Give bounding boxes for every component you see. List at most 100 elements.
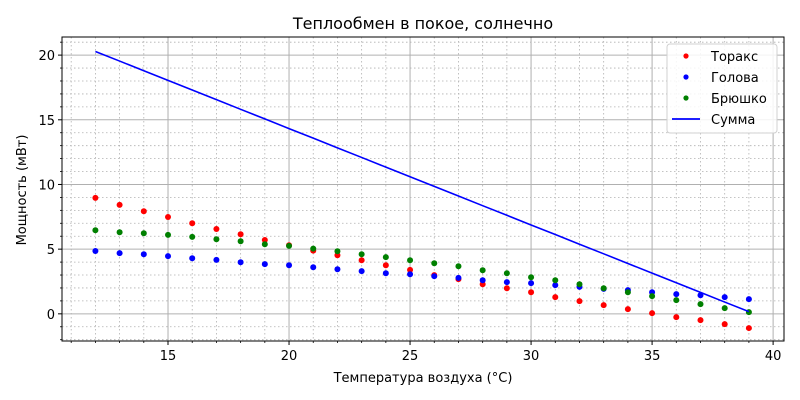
- data-point: [479, 277, 486, 284]
- y-tick-label: 5: [47, 243, 55, 258]
- data-point: [600, 285, 607, 292]
- data-point: [624, 306, 631, 313]
- y-axis-label: Мощность (мВт): [15, 135, 30, 246]
- data-point: [140, 230, 147, 237]
- data-point: [673, 291, 680, 298]
- data-point: [189, 255, 196, 262]
- data-point: [479, 267, 486, 274]
- x-tick-label: 15: [160, 349, 177, 364]
- data-point: [673, 314, 680, 321]
- data-point: [649, 310, 656, 317]
- data-point: [261, 236, 268, 243]
- data-point: [92, 194, 99, 201]
- data-point: [358, 268, 365, 275]
- data-point: [528, 289, 535, 296]
- chart-title: Теплообмен в покое, солнечно: [292, 14, 553, 33]
- data-point: [189, 233, 196, 240]
- x-tick-label: 30: [523, 349, 540, 364]
- data-point: [334, 266, 341, 273]
- data-point: [745, 296, 752, 303]
- data-point: [503, 270, 510, 277]
- data-point: [286, 262, 293, 269]
- data-point: [140, 208, 147, 215]
- data-point: [165, 253, 172, 260]
- data-point: [407, 271, 414, 278]
- legend-label: Голова: [711, 71, 759, 86]
- data-point: [382, 254, 389, 261]
- data-point: [407, 266, 414, 273]
- data-point: [407, 257, 414, 264]
- data-point: [552, 282, 559, 289]
- data-point: [600, 302, 607, 309]
- legend-label: Сумма: [711, 113, 755, 128]
- data-point: [649, 293, 656, 300]
- data-point: [503, 279, 510, 286]
- legend-item: Голова: [683, 71, 759, 86]
- data-point: [237, 238, 244, 245]
- data-point: [552, 294, 559, 301]
- data-point: [528, 280, 535, 287]
- data-point: [358, 251, 365, 258]
- data-point: [261, 261, 268, 268]
- data-point: [431, 273, 438, 280]
- data-point: [382, 270, 389, 277]
- x-axis-label: Температура воздуха (°C): [333, 371, 513, 386]
- legend-dot-marker: [683, 74, 689, 80]
- legend-item: Брюшко: [683, 92, 767, 107]
- data-point: [213, 256, 220, 263]
- series-line: [95, 50, 750, 313]
- data-point: [697, 301, 704, 308]
- x-tick-label: 20: [281, 349, 298, 364]
- data-point: [286, 242, 293, 249]
- data-point: [745, 325, 752, 332]
- data-point: [92, 247, 99, 254]
- data-point: [237, 259, 244, 266]
- axes-frame: [61, 36, 785, 342]
- data-point: [431, 260, 438, 267]
- x-tick-label: 35: [644, 349, 661, 364]
- data-point: [189, 220, 196, 227]
- data-point: [261, 241, 268, 248]
- legend-label: Брюшко: [711, 92, 767, 107]
- data-point: [165, 231, 172, 238]
- axis-ticks: 15 20 25 30 35 40 0 5 10 15 20: [38, 41, 782, 364]
- data-point: [213, 236, 220, 243]
- data-point: [140, 251, 147, 258]
- y-tick-label: 20: [38, 49, 55, 64]
- data-point: [358, 257, 365, 264]
- data-point: [576, 298, 583, 305]
- data-point: [528, 274, 535, 281]
- data-point: [213, 225, 220, 232]
- y-tick-label: 0: [47, 308, 55, 323]
- data-point: [237, 231, 244, 238]
- data-point: [116, 201, 123, 208]
- x-tick-label: 40: [765, 349, 782, 364]
- data-point: [576, 281, 583, 288]
- data-point: [697, 317, 704, 324]
- y-tick-label: 10: [38, 178, 55, 193]
- data-point: [721, 305, 728, 312]
- data-point: [455, 274, 462, 281]
- legend-dot-marker: [683, 53, 689, 59]
- data-point: [310, 264, 317, 271]
- legend-item: Торакс: [683, 50, 758, 65]
- data-point: [382, 262, 389, 269]
- data-point: [455, 263, 462, 270]
- data-point: [673, 297, 680, 304]
- legend: Торакс Голова Брюшко Сумма: [666, 43, 778, 134]
- data-point: [92, 227, 99, 234]
- data-point: [116, 229, 123, 236]
- legend-box: [666, 43, 778, 134]
- data-point: [310, 245, 317, 252]
- data-point: [165, 213, 172, 220]
- legend-dot-marker: [683, 95, 689, 101]
- legend-label: Торакс: [710, 50, 758, 65]
- y-tick-label: 15: [38, 114, 55, 129]
- data-point: [334, 248, 341, 255]
- data-point: [624, 289, 631, 296]
- legend-item: Сумма: [672, 113, 755, 128]
- data-point: [721, 294, 728, 301]
- x-tick-label: 25: [402, 349, 419, 364]
